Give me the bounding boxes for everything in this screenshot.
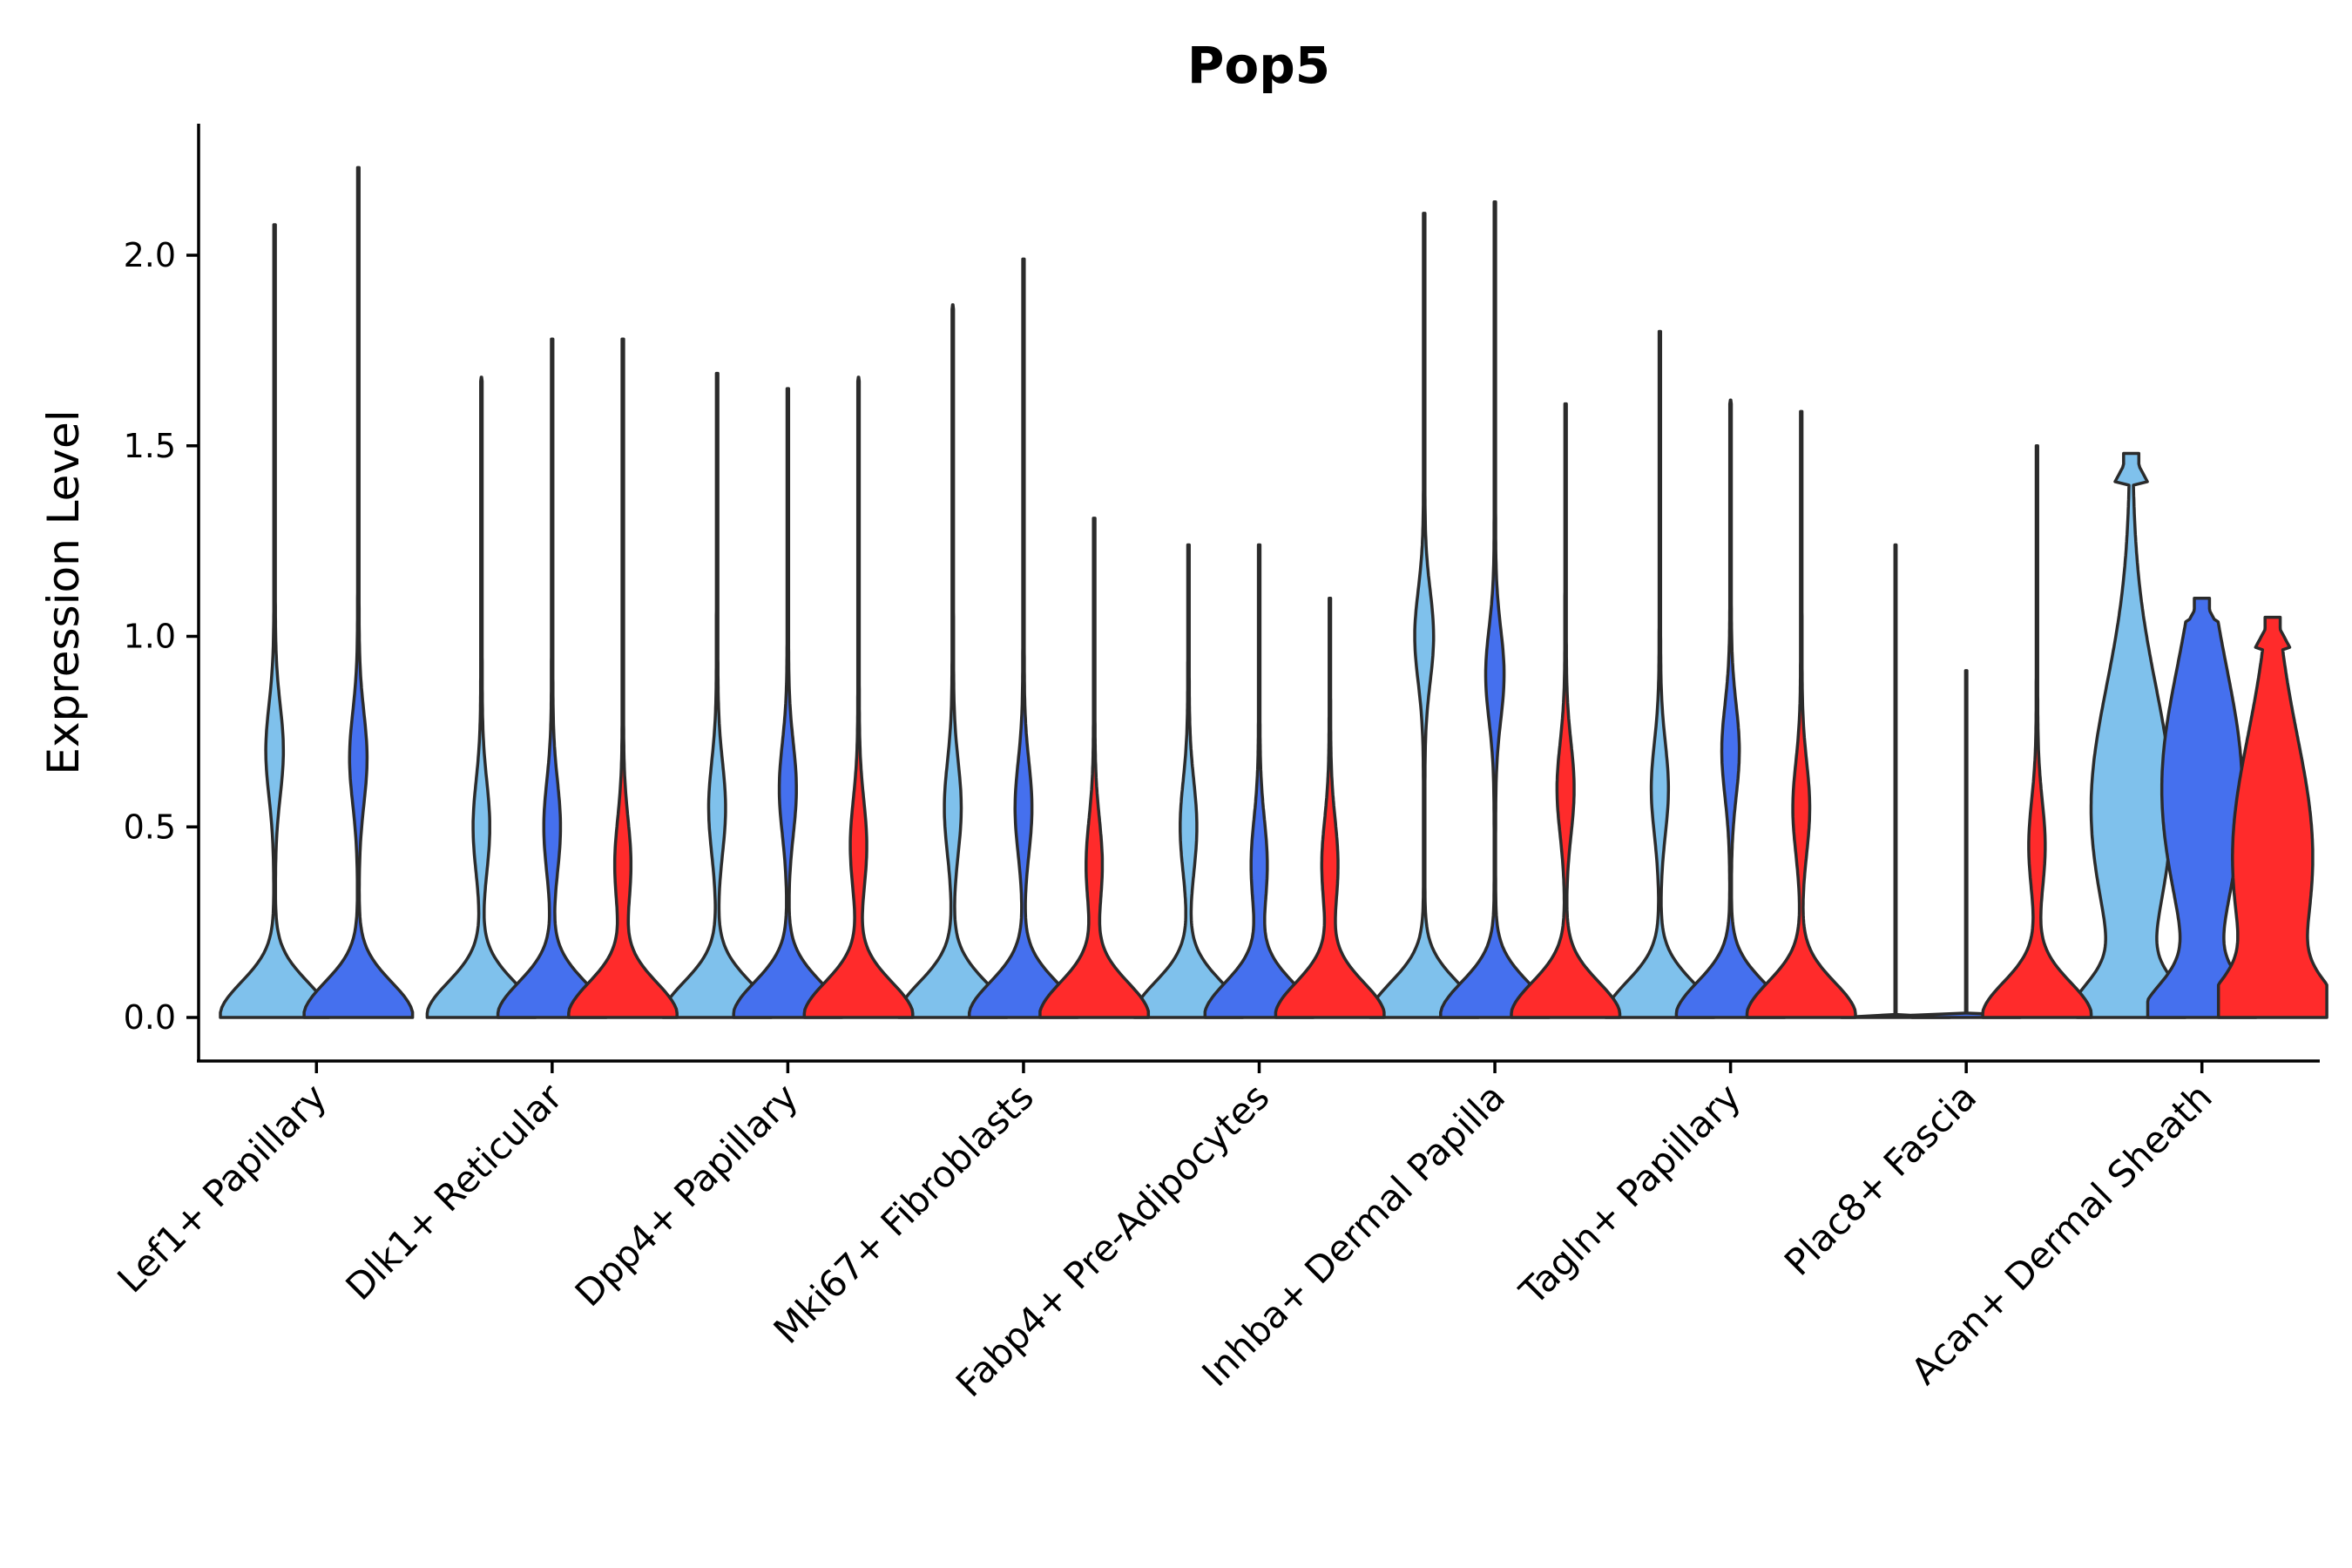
x-tick-label: Plac8+ Fascia [1776, 1075, 1984, 1283]
x-tick-label: Dlk1+ Reticular [337, 1075, 571, 1308]
violin-group2-3 [732, 387, 844, 1019]
violin-group2-4 [967, 257, 1079, 1019]
violin-group1-6 [1368, 212, 1480, 1019]
y-tick-label: 1.0 [124, 618, 176, 656]
violin-group1-3 [661, 371, 774, 1019]
violin-group2-5 [1203, 543, 1315, 1019]
violin-group1-1 [219, 223, 331, 1019]
violin-group3-7 [1745, 409, 1857, 1019]
violins-group [219, 166, 2328, 1019]
y-axis-label: Expression Level [38, 409, 89, 774]
violin-group2-6 [1439, 200, 1551, 1019]
violin-group3-6 [1510, 402, 1622, 1019]
violin-group3-9 [2216, 615, 2328, 1019]
violin-group1-8 [1840, 543, 1951, 1019]
y-tick-label: 0.5 [124, 808, 176, 846]
y-tick-label: 2.0 [124, 236, 176, 274]
violin-group2-2 [496, 337, 608, 1019]
x-tick-label: Lef1+ Papillary [109, 1075, 335, 1301]
violin-group1-7 [1604, 329, 1716, 1019]
violin-group3-2 [567, 337, 679, 1019]
violin-group3-3 [802, 375, 915, 1019]
violin-group1-4 [896, 303, 1009, 1019]
violin-group1-2 [425, 375, 537, 1019]
y-tick-label: 1.5 [124, 427, 176, 465]
violin-group3-8 [1981, 444, 2093, 1019]
y-tick-label: 0.0 [124, 998, 176, 1037]
chart-title: Pop5 [1187, 36, 1330, 95]
violin-group2-8 [1910, 669, 2023, 1019]
violin-group3-4 [1038, 517, 1151, 1019]
x-tick-label: Dpp4+ Papillary [567, 1075, 807, 1315]
x-tick-label: Tagln+ Papillary [1511, 1075, 1748, 1313]
x-tick-label: Mki67+ Fibroblasts [766, 1075, 1042, 1351]
violin-group1-5 [1132, 543, 1245, 1019]
y-ticks: 0.0 0.5 1.0 1.5 2.0 [124, 236, 199, 1037]
violin-group3-5 [1274, 597, 1386, 1019]
violin-group2-7 [1674, 398, 1787, 1019]
violin-group2-1 [302, 166, 415, 1019]
